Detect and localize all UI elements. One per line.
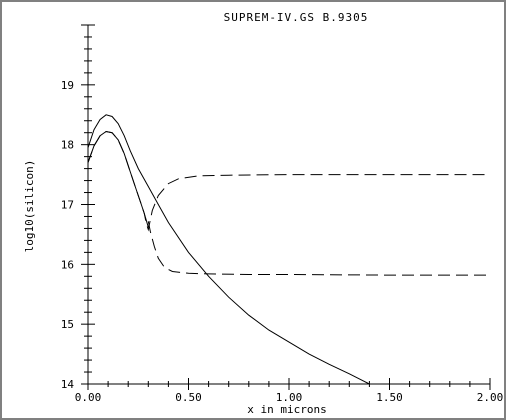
series-line-3 xyxy=(87,130,490,232)
x-tick-label: 1.00 xyxy=(276,391,303,404)
x-tick-label: 0.50 xyxy=(175,391,202,404)
series-line-4 xyxy=(147,221,490,276)
y-axis-label: log10(silicon) xyxy=(23,160,36,253)
y-tick-label: 15 xyxy=(61,318,74,331)
chart-title: SUPREM-IV.GS B.9305 xyxy=(224,11,369,24)
series-line-1 xyxy=(87,114,370,385)
y-tick-label: 17 xyxy=(61,199,74,212)
y-tick-label: 16 xyxy=(61,258,74,271)
x-tick-label: 1.50 xyxy=(376,391,403,404)
series-line-2 xyxy=(87,130,149,228)
x-tick-label: 0.00 xyxy=(75,391,102,404)
y-tick-label: 14 xyxy=(61,378,75,391)
y-tick-label: 19 xyxy=(61,79,74,92)
y-tick-label: 18 xyxy=(61,139,74,152)
x-axis-label: x in microns xyxy=(247,403,326,416)
x-tick-label: 2.00 xyxy=(477,391,504,404)
